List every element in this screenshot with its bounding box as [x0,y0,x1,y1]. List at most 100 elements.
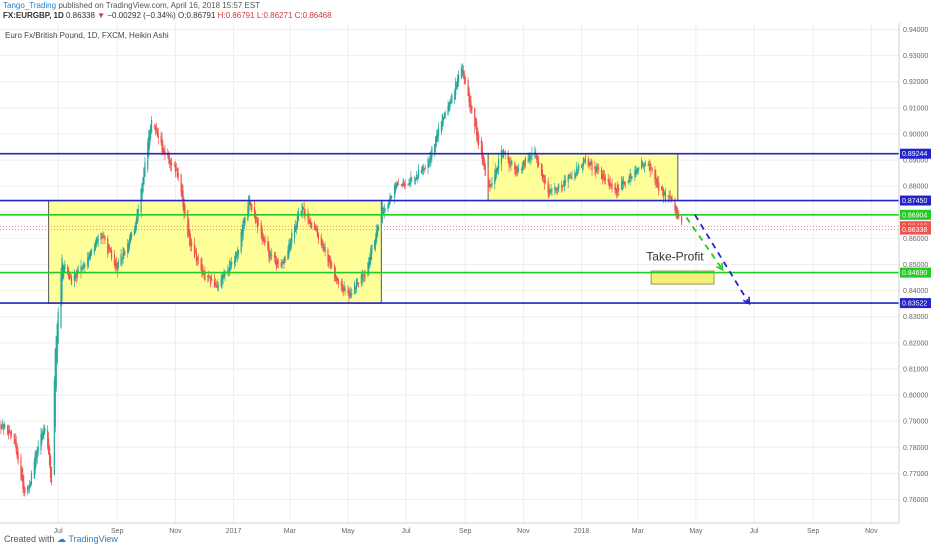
candle-body [48,446,51,466]
candle-body [168,154,170,161]
price-axis[interactable]: 0.76000 0.77000 0.78000 0.79000 0.80000 0.810… [903,27,928,504]
candle-body [622,179,625,184]
candle-body [87,258,89,266]
candle-body [60,273,62,328]
candle-body [609,181,611,186]
candle-body [68,273,71,280]
candle-body [304,211,306,216]
candle-body [291,232,293,243]
candle-body [364,274,366,277]
candle-body [431,147,433,158]
candle-body [217,286,219,288]
candle-body [597,168,599,170]
candle-body [348,291,350,297]
candle-body [117,261,119,269]
candle-body [563,180,565,187]
candle-body [267,241,269,249]
candle-body [584,157,586,162]
candle-body [382,211,384,215]
candle-body [355,279,358,289]
candle-body [44,428,46,432]
candle-body [361,270,363,280]
candle-body [322,243,324,252]
candle-body [163,148,165,153]
candle-body [113,254,116,265]
candle-body [194,250,197,253]
candle-body [344,288,346,291]
candle-body [248,195,250,214]
candle-body [388,200,390,207]
annotations: Take-Profit [646,250,704,264]
candle-body [375,237,377,246]
candle-body [234,252,237,263]
y-tick-label: 0.93000 [903,53,928,60]
candle-body [260,223,262,234]
x-tick-label: Nov [169,528,182,535]
candle-body [668,196,670,197]
candle-body [607,178,609,182]
candle-body [88,256,90,262]
candle-body [678,215,680,218]
candle-body [484,163,486,176]
candle-body [173,164,176,166]
candle-body [231,261,233,266]
candle-body [474,108,476,128]
candle-body [540,163,543,177]
candle-body [270,254,272,256]
candle-body [104,236,106,241]
candle-body [517,167,519,172]
candle-body [235,255,238,258]
candles [0,63,683,497]
candle-body [189,229,191,246]
candle-body [501,155,504,158]
level-price-tag [900,209,931,220]
candle-body [42,432,44,438]
candle-body [169,157,171,164]
candle-body [587,159,589,166]
candle-body [641,163,644,165]
candle-body [476,121,478,136]
author-link[interactable]: Tango_Trading [3,1,57,10]
candle-body [4,424,6,428]
tradingview-link[interactable]: TradingView [68,534,118,544]
candle-body [514,162,516,170]
candle-body [460,66,463,79]
candle-body [558,184,560,190]
candle-body [22,474,24,490]
candle-body [196,256,198,261]
candle-body [16,445,18,458]
symbol-label: FX:EURGBP, 1D [3,11,64,20]
candle-body [107,238,109,254]
candle-body [253,207,256,219]
candle-body [101,236,103,238]
candle-body [674,199,676,211]
candle-body [284,256,286,264]
candle-body [623,181,626,184]
candle-body [581,165,584,167]
candle-body [89,250,92,257]
candle-body [216,285,218,288]
candle-body [507,153,509,160]
candle-body [601,174,604,180]
time-axis[interactable]: Jul Sep Nov 2017 Mar May Jul Sep Nov 2018 Mar May Ju… [54,528,878,535]
candle-body [191,241,193,247]
candle-body [73,274,75,281]
candle-body [63,265,65,273]
candle-body [29,481,32,487]
candle-body [343,287,345,290]
candle-body [7,429,10,436]
candle-body [14,439,16,442]
y-tick-label: 0.90000 [903,131,928,138]
candle-body [560,186,563,187]
candle-body [175,168,177,170]
range-zone [48,200,382,304]
candle-body [37,446,39,454]
x-tick-label: Jul [54,528,63,535]
candle-body [97,239,99,241]
candle-body [603,175,606,181]
candle-body [535,153,537,157]
take-profit-box [650,270,715,285]
candle-body [64,264,66,269]
candle-body [2,422,4,428]
